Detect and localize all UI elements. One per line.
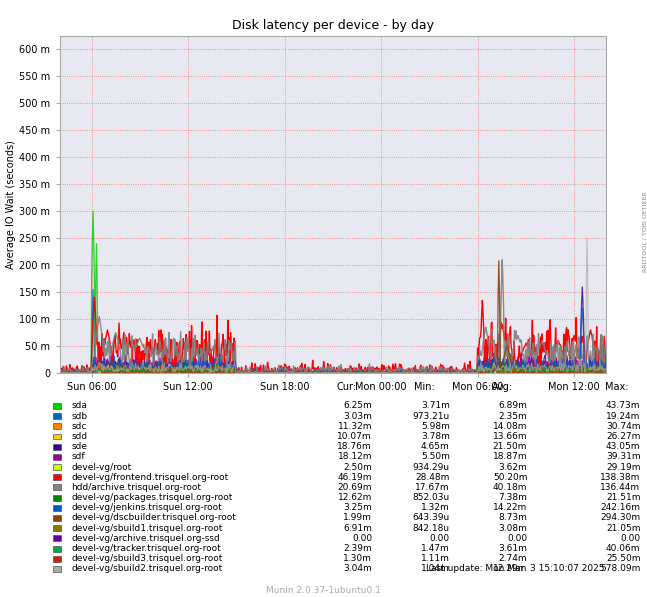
Text: 18.12m: 18.12m	[338, 453, 372, 461]
Text: 1.47m: 1.47m	[421, 544, 450, 553]
Text: sdc: sdc	[71, 422, 87, 431]
Text: 0.00: 0.00	[430, 534, 450, 543]
Text: 39.31m: 39.31m	[606, 453, 641, 461]
Text: sdd: sdd	[71, 432, 87, 441]
Text: 46.19m: 46.19m	[338, 473, 372, 482]
Text: 1.99m: 1.99m	[343, 513, 372, 522]
Text: 11.32m: 11.32m	[338, 422, 372, 431]
Text: 40.18m: 40.18m	[493, 483, 527, 492]
Text: 25.50m: 25.50m	[606, 554, 641, 563]
Text: devel-vg/packages.trisquel.org-root: devel-vg/packages.trisquel.org-root	[71, 493, 232, 502]
Text: 852.03u: 852.03u	[412, 493, 450, 502]
Text: 973.21u: 973.21u	[412, 412, 450, 421]
Text: devel-vg/sbuild1.trisquel.org-root: devel-vg/sbuild1.trisquel.org-root	[71, 524, 223, 533]
Text: 30.74m: 30.74m	[606, 422, 641, 431]
Text: 7.38m: 7.38m	[498, 493, 527, 502]
Text: 10.07m: 10.07m	[337, 432, 372, 441]
Text: 29.19m: 29.19m	[606, 463, 641, 472]
Text: 0.00: 0.00	[620, 534, 641, 543]
Y-axis label: Average IO Wait (seconds): Average IO Wait (seconds)	[6, 140, 16, 269]
Text: 578.09m: 578.09m	[600, 564, 641, 573]
Text: 20.69m: 20.69m	[338, 483, 372, 492]
Text: 21.05m: 21.05m	[606, 524, 641, 533]
Text: Min:: Min:	[414, 382, 435, 392]
Text: Cur:: Cur:	[336, 382, 356, 392]
Text: devel-vg/sbuild2.trisquel.org-root: devel-vg/sbuild2.trisquel.org-root	[71, 564, 223, 573]
Text: devel-vg/sbuild3.trisquel.org-root: devel-vg/sbuild3.trisquel.org-root	[71, 554, 223, 563]
Text: devel-vg/tracker.trisquel.org-root: devel-vg/tracker.trisquel.org-root	[71, 544, 221, 553]
Text: 842.18u: 842.18u	[413, 524, 450, 533]
Text: 3.03m: 3.03m	[343, 412, 372, 421]
Text: 6.91m: 6.91m	[343, 524, 372, 533]
Text: 3.25m: 3.25m	[344, 503, 372, 512]
Text: Max:: Max:	[605, 382, 628, 392]
Text: 294.30m: 294.30m	[600, 513, 641, 522]
Text: 8.73m: 8.73m	[498, 513, 527, 522]
Text: 0.00: 0.00	[352, 534, 372, 543]
Text: 4.65m: 4.65m	[421, 442, 450, 451]
Text: 6.89m: 6.89m	[498, 401, 527, 411]
Text: devel-vg/jenkins.trisquel.org-root: devel-vg/jenkins.trisquel.org-root	[71, 503, 222, 512]
Text: devel-vg/frontend.trisquel.org-root: devel-vg/frontend.trisquel.org-root	[71, 473, 228, 482]
Title: Disk latency per device - by day: Disk latency per device - by day	[232, 19, 434, 32]
Text: 3.78m: 3.78m	[421, 432, 450, 441]
Text: 2.35m: 2.35m	[499, 412, 527, 421]
Text: 17.67m: 17.67m	[415, 483, 450, 492]
Text: 18.76m: 18.76m	[337, 442, 372, 451]
Text: 5.98m: 5.98m	[421, 422, 450, 431]
Text: 1.04m: 1.04m	[421, 564, 450, 573]
Text: Last update: Mon Mar  3 15:10:07 2025: Last update: Mon Mar 3 15:10:07 2025	[426, 564, 605, 573]
Text: 3.71m: 3.71m	[421, 401, 450, 411]
Text: sde: sde	[71, 442, 87, 451]
Text: 136.44m: 136.44m	[600, 483, 641, 492]
Text: 28.48m: 28.48m	[415, 473, 450, 482]
Text: 26.27m: 26.27m	[606, 432, 641, 441]
Text: 43.05m: 43.05m	[606, 442, 641, 451]
Text: 40.06m: 40.06m	[606, 544, 641, 553]
Text: 14.22m: 14.22m	[493, 503, 527, 512]
Text: 5.50m: 5.50m	[421, 453, 450, 461]
Text: 3.61m: 3.61m	[498, 544, 527, 553]
Text: 19.24m: 19.24m	[606, 412, 641, 421]
Text: devel-vg/dscbuilder.trisquel.org-root: devel-vg/dscbuilder.trisquel.org-root	[71, 513, 236, 522]
Text: devel-vg/archive.trisquel.org-ssd: devel-vg/archive.trisquel.org-ssd	[71, 534, 220, 543]
Text: Avg:: Avg:	[492, 382, 513, 392]
Text: 934.29u: 934.29u	[413, 463, 450, 472]
Text: hdd/archive.trisquel.org-root: hdd/archive.trisquel.org-root	[71, 483, 201, 492]
Text: 14.08m: 14.08m	[493, 422, 527, 431]
Text: 50.20m: 50.20m	[493, 473, 527, 482]
Text: 3.04m: 3.04m	[344, 564, 372, 573]
Text: RRDTOOL / TOBI OETIKER: RRDTOOL / TOBI OETIKER	[642, 191, 647, 272]
Text: 3.08m: 3.08m	[498, 524, 527, 533]
Text: 13.66m: 13.66m	[492, 432, 527, 441]
Text: 1.32m: 1.32m	[421, 503, 450, 512]
Text: 2.74m: 2.74m	[499, 554, 527, 563]
Text: 21.50m: 21.50m	[493, 442, 527, 451]
Text: Munin 2.0.37-1ubuntu0.1: Munin 2.0.37-1ubuntu0.1	[266, 586, 381, 595]
Text: sdf: sdf	[71, 453, 85, 461]
Text: 1.30m: 1.30m	[343, 554, 372, 563]
Text: 12.29m: 12.29m	[493, 564, 527, 573]
Text: 0.00: 0.00	[507, 534, 527, 543]
Text: 6.25m: 6.25m	[344, 401, 372, 411]
Text: sdb: sdb	[71, 412, 87, 421]
Text: devel-vg/root: devel-vg/root	[71, 463, 131, 472]
Text: 2.50m: 2.50m	[344, 463, 372, 472]
Text: 242.16m: 242.16m	[600, 503, 641, 512]
Text: 138.38m: 138.38m	[600, 473, 641, 482]
Text: 1.11m: 1.11m	[421, 554, 450, 563]
Text: 2.39m: 2.39m	[344, 544, 372, 553]
Text: sda: sda	[71, 401, 87, 411]
Text: 643.39u: 643.39u	[412, 513, 450, 522]
Text: 18.87m: 18.87m	[492, 453, 527, 461]
Text: 3.62m: 3.62m	[499, 463, 527, 472]
Text: 12.62m: 12.62m	[338, 493, 372, 502]
Text: 43.73m: 43.73m	[606, 401, 641, 411]
Text: 21.51m: 21.51m	[606, 493, 641, 502]
